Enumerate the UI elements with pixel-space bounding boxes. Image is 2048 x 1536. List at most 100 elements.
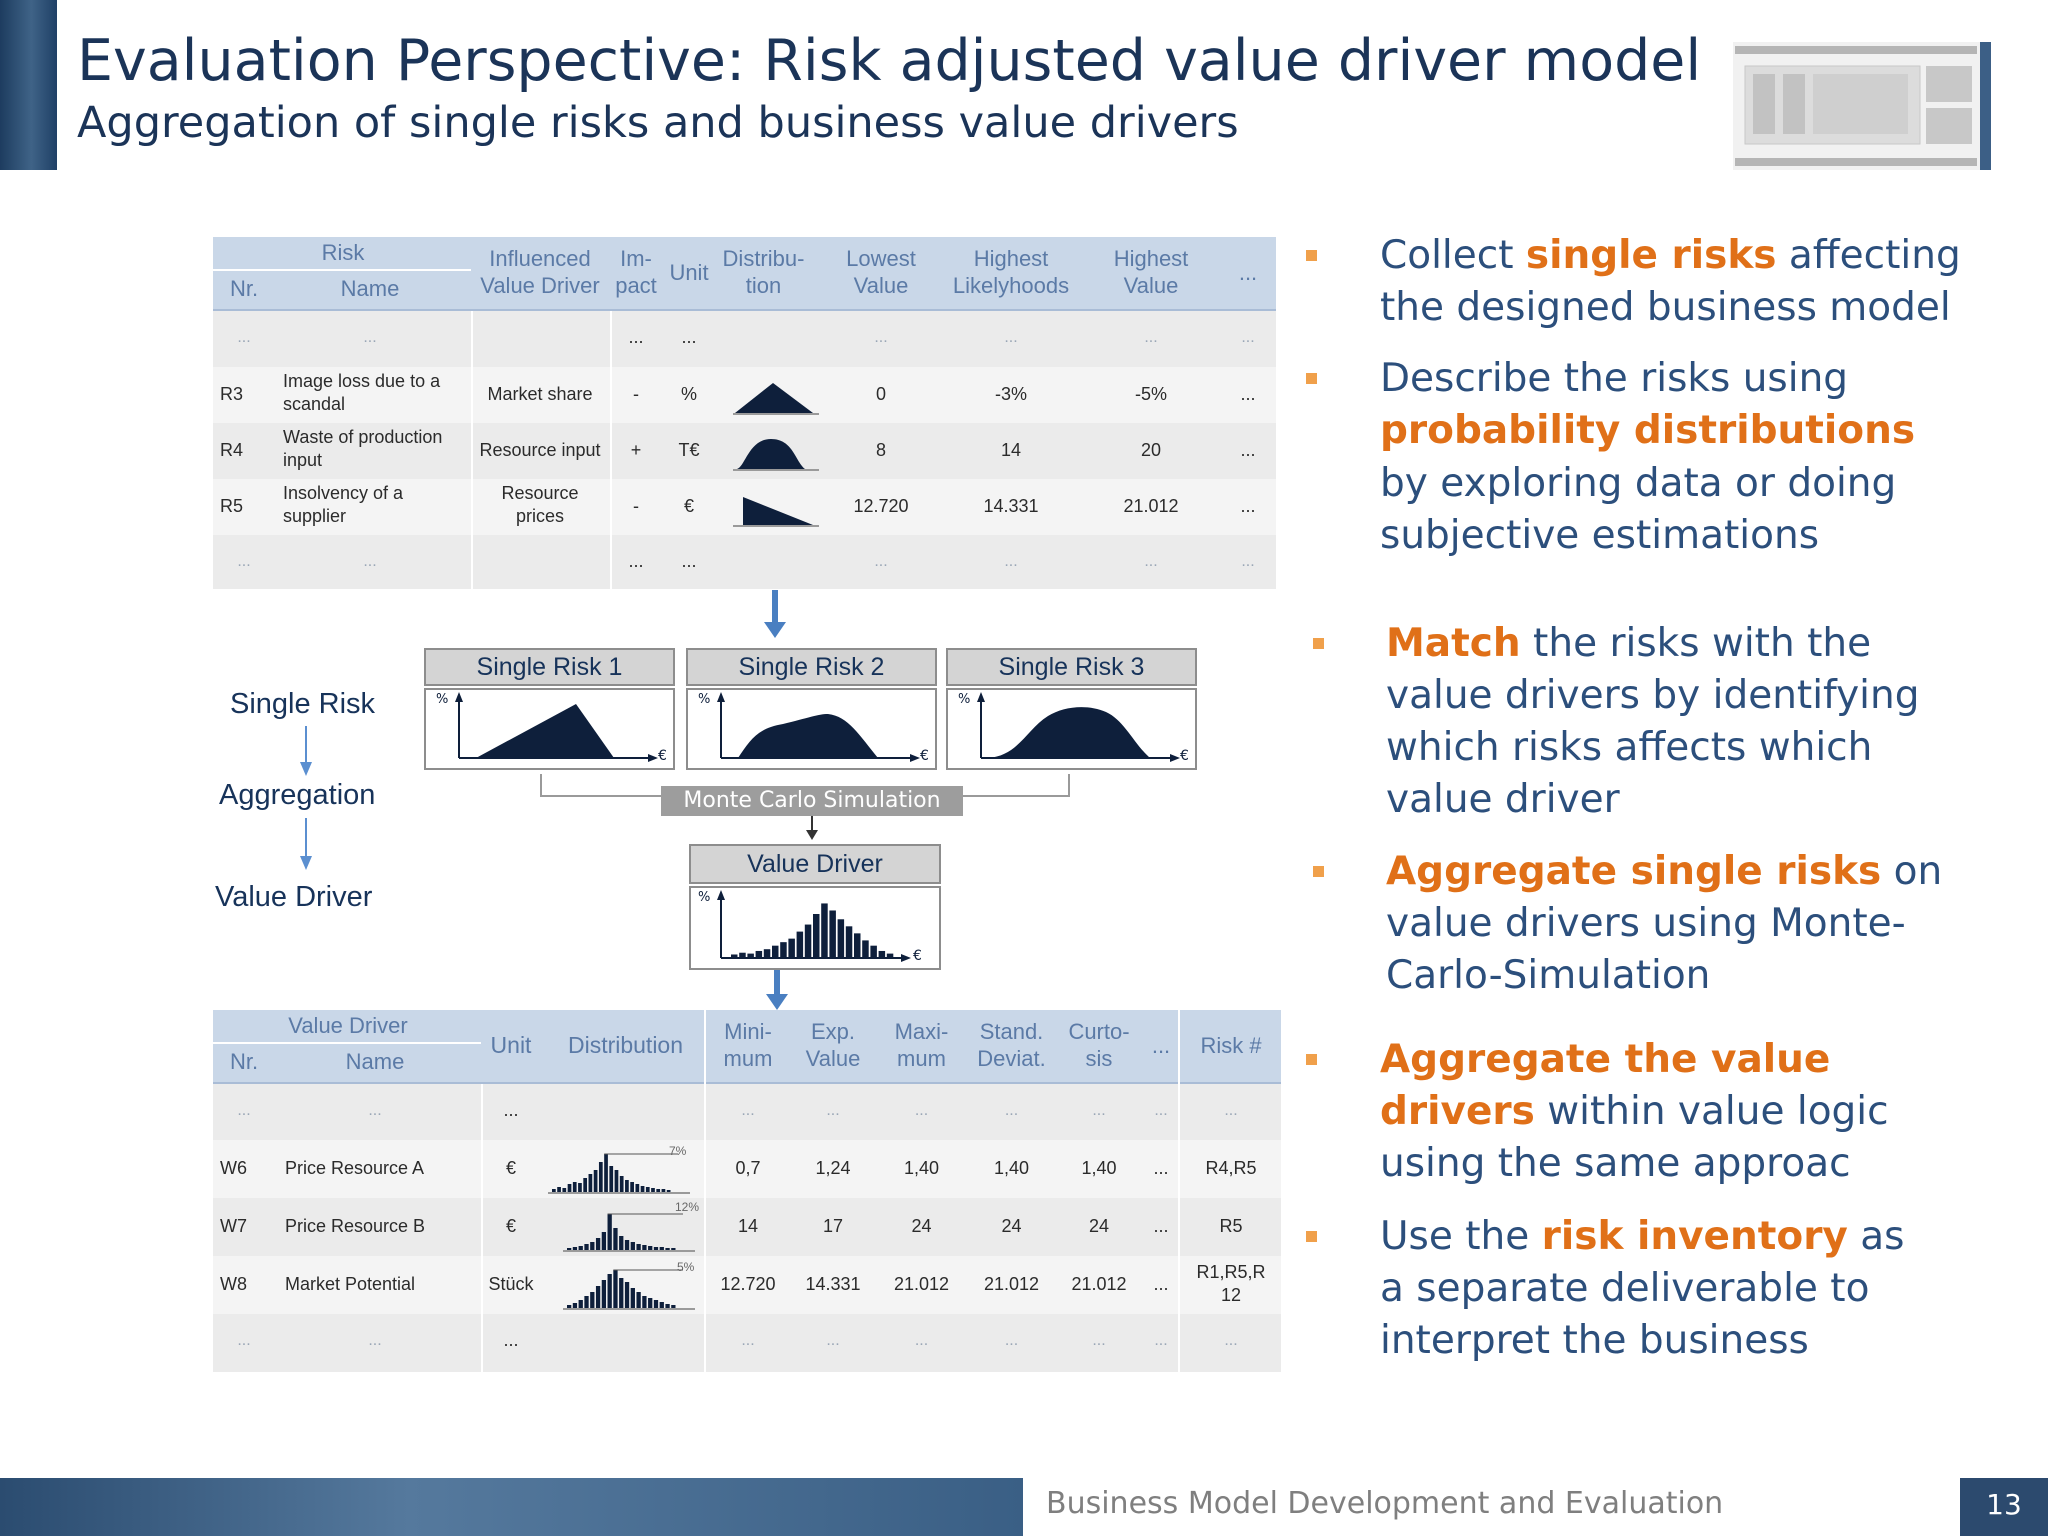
bullet-text: Use the xyxy=(1380,1214,1542,1259)
cell-min: 0,7 xyxy=(735,1158,761,1178)
cell-more: ... xyxy=(1240,496,1256,516)
cell-more: ... xyxy=(1153,1274,1169,1294)
header-influenced-l2: Value Driver xyxy=(480,273,600,298)
bullet-line: Aggregate the value xyxy=(1380,1034,1830,1087)
histogram-bar xyxy=(619,1236,624,1250)
header-underline xyxy=(213,309,1276,311)
cell-unit: € xyxy=(505,1216,516,1236)
cell-likely: 14 xyxy=(1000,440,1022,460)
cell-ellipsis: ... xyxy=(1144,329,1158,346)
stage-value-driver: Value Driver xyxy=(215,881,373,913)
column-divider xyxy=(471,311,473,589)
cell-highest: 21.012 xyxy=(1123,496,1179,516)
histogram-bar xyxy=(562,1188,567,1192)
histogram-bar xyxy=(584,1244,589,1250)
header-min-l1: Mini- xyxy=(724,1019,772,1044)
histogram-bar xyxy=(837,919,845,958)
cell-lowest: 12.720 xyxy=(853,496,909,516)
histogram-bar xyxy=(630,1242,635,1250)
column-divider xyxy=(481,1084,483,1372)
header-lowest-l2: Value xyxy=(853,273,909,298)
cell-lowest: 8 xyxy=(875,440,886,460)
axis-x-label: € xyxy=(920,748,929,764)
histogram-bar xyxy=(619,1278,624,1308)
histogram-bar xyxy=(607,1274,612,1308)
cell-risk-l2: 12 xyxy=(1220,1285,1242,1305)
cell-ellipsis: ... xyxy=(503,1100,519,1120)
cell-ellipsis: ... xyxy=(1092,1332,1106,1349)
header-std-l1: Stand. xyxy=(979,1019,1044,1044)
cell-ellipsis: ... xyxy=(1224,1102,1238,1119)
cell-driver-l2: prices xyxy=(515,506,564,526)
histogram-bar xyxy=(671,1305,676,1308)
header-likely-l2: Likelyhoods xyxy=(952,273,1070,298)
percent-label: 7% xyxy=(669,1144,687,1158)
histogram-bar xyxy=(648,1298,653,1308)
bullet-line: Describe the risks using xyxy=(1380,353,1848,406)
cell-ellipsis: ... xyxy=(1224,1332,1238,1349)
bullet-line: subjective estimations xyxy=(1380,510,1819,563)
histogram-bar xyxy=(604,1154,608,1192)
page-number-box: 13 xyxy=(1960,1478,2048,1536)
histogram-bar xyxy=(666,1190,671,1192)
cell-unit: € xyxy=(683,496,694,516)
cell-ellipsis: ... xyxy=(1004,1332,1019,1349)
cell-ellipsis: ... xyxy=(1241,329,1255,346)
table-row: R3 Image loss due to a scandal Market sh… xyxy=(213,367,1276,423)
slide-title: Evaluation Perspective: Risk adjusted va… xyxy=(77,28,1702,94)
cell-name: Market Potential xyxy=(285,1274,416,1294)
header-distribution-l2: tion xyxy=(745,273,782,298)
bullet-line: which risks affects which xyxy=(1386,722,1872,775)
bullet-text: affecting xyxy=(1776,233,1961,278)
axis-y-label: % xyxy=(958,692,971,707)
highlight-text: Match xyxy=(1386,621,1521,666)
histogram-bar xyxy=(630,1288,635,1308)
header-unit: Unit xyxy=(669,260,709,285)
header-risk: Risk # xyxy=(1200,1033,1262,1058)
cell-impact: - xyxy=(633,384,639,404)
histogram-bar xyxy=(607,1214,612,1250)
column-divider xyxy=(1178,1010,1180,1372)
histogram-bar xyxy=(613,1228,618,1250)
bullet-text: Carlo-Simulation xyxy=(1386,953,1711,998)
histogram-bar xyxy=(578,1183,582,1192)
histogram-bar xyxy=(578,1300,583,1308)
page-number: 13 xyxy=(1986,1488,2022,1521)
cell-ellipsis: ... xyxy=(363,553,377,570)
decreasing-distribution-icon xyxy=(733,497,819,527)
header-highest-l1: Highest xyxy=(1113,246,1189,271)
cell-curt: 1,40 xyxy=(1081,1158,1117,1178)
cell-highest: 20 xyxy=(1140,440,1162,460)
histogram-bar xyxy=(557,1187,561,1192)
cell-unit: € xyxy=(505,1158,516,1178)
header-distribution-l1: Distribu- xyxy=(722,246,805,271)
histogram-bar xyxy=(624,1240,630,1250)
header-nr: Nr. xyxy=(229,276,259,301)
histogram-bar xyxy=(578,1246,583,1250)
histogram-bar xyxy=(595,1238,601,1250)
cell-ellipsis: ... xyxy=(363,329,377,346)
single-risk-2-header: Single Risk 2 xyxy=(686,648,937,686)
header-exp-l2: Value xyxy=(805,1046,861,1071)
cell-ellipsis: ... xyxy=(874,329,888,346)
triangle-distribution-icon xyxy=(733,383,819,415)
bullet-text: using the same approac xyxy=(1380,1141,1851,1186)
histogram-bar xyxy=(780,942,787,958)
histogram-bar xyxy=(656,1189,661,1192)
cell-more: ... xyxy=(1240,440,1256,460)
cell-ellipsis: ... xyxy=(237,553,251,570)
header-curt-l2: sis xyxy=(1085,1046,1113,1071)
histogram-bar xyxy=(567,1248,572,1250)
histogram-bar xyxy=(731,954,738,958)
histogram-bar xyxy=(567,1305,572,1308)
bullet-text: value drivers by identifying xyxy=(1386,673,1920,718)
histogram-icon xyxy=(548,1153,690,1194)
histogram-bar xyxy=(588,1174,593,1192)
column-divider xyxy=(610,311,612,589)
axis-y-label: % xyxy=(436,692,449,707)
table-row-ellipsis: ... ... ... ... ... ... ... ... ... ... xyxy=(213,1314,1281,1372)
histogram-bar xyxy=(572,1182,577,1192)
histogram-bar xyxy=(614,1170,619,1192)
cell-ellipsis: ... xyxy=(681,551,697,571)
bell-distribution-icon xyxy=(733,439,819,471)
